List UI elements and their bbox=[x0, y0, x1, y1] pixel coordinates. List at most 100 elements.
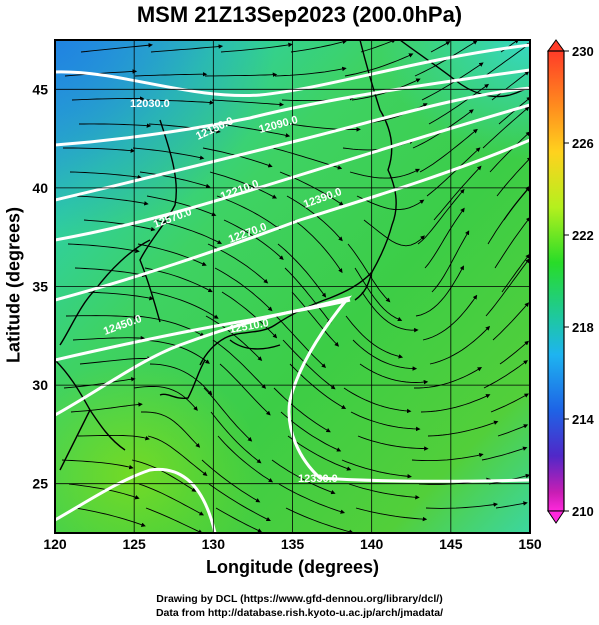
streamline bbox=[360, 40, 397, 53]
streamline bbox=[433, 165, 482, 221]
streamline bbox=[495, 501, 528, 509]
streamline bbox=[209, 171, 277, 199]
height-contours bbox=[55, 43, 530, 533]
streamline bbox=[282, 339, 336, 390]
contour-label: 12030.0 bbox=[130, 98, 170, 110]
streamline bbox=[483, 360, 529, 389]
streamline bbox=[68, 483, 140, 500]
x-tick-label: 150 bbox=[518, 536, 542, 552]
streamline bbox=[417, 188, 465, 245]
y-tick-label: 30 bbox=[32, 377, 48, 393]
streamline bbox=[132, 147, 205, 160]
colorbar-body bbox=[547, 50, 565, 512]
y-tick-label: 35 bbox=[32, 279, 48, 295]
streamline bbox=[357, 435, 429, 451]
streamline bbox=[208, 483, 271, 522]
streamline bbox=[75, 507, 146, 527]
colorbar-tick-label: 230 bbox=[572, 44, 594, 59]
x-tick-labels: 120 125 130 135 140 145 150 bbox=[43, 536, 542, 552]
streamline bbox=[79, 356, 152, 365]
streamline bbox=[355, 507, 428, 522]
streamline bbox=[411, 452, 484, 462]
y-axis-label-text: Latitude (degrees) bbox=[3, 206, 24, 364]
streamline bbox=[215, 507, 263, 533]
streamline bbox=[79, 123, 152, 128]
streamline bbox=[220, 42, 293, 53]
streamline bbox=[146, 195, 217, 217]
streamline bbox=[69, 171, 143, 180]
y-tick-labels: 25 30 35 40 45 bbox=[32, 81, 48, 491]
streamline bbox=[74, 267, 147, 278]
streamline bbox=[204, 72, 278, 77]
streamline bbox=[65, 314, 139, 320]
streamline bbox=[428, 83, 490, 125]
streamline bbox=[492, 302, 530, 341]
x-tick-label: 125 bbox=[122, 536, 146, 552]
streamline bbox=[211, 99, 285, 107]
colorbar-bottom-arrow bbox=[547, 510, 565, 524]
streamline bbox=[427, 420, 499, 437]
streamline bbox=[421, 62, 484, 101]
map-grid bbox=[55, 40, 530, 533]
colorbar-top-arrow bbox=[547, 39, 565, 52]
streamline bbox=[415, 265, 464, 317]
streamline bbox=[341, 459, 412, 479]
colorbar-tick-label: 214 bbox=[572, 412, 594, 427]
streamline bbox=[344, 53, 414, 77]
streamline bbox=[422, 294, 478, 341]
streamline bbox=[137, 243, 207, 266]
x-tick-label: 130 bbox=[202, 536, 226, 552]
streamline bbox=[484, 42, 530, 77]
streamline bbox=[139, 171, 211, 189]
streamline bbox=[148, 123, 221, 134]
streamline bbox=[147, 435, 208, 477]
colorbar-tick-label: 218 bbox=[572, 320, 594, 335]
streamline bbox=[218, 123, 291, 138]
streamline bbox=[67, 243, 140, 254]
streamline bbox=[363, 219, 425, 247]
streamline bbox=[291, 291, 340, 347]
streamline bbox=[138, 483, 204, 516]
streamline bbox=[426, 147, 481, 197]
streamline bbox=[497, 424, 529, 437]
streamline bbox=[489, 131, 530, 173]
streamline bbox=[216, 195, 281, 230]
streamline bbox=[293, 219, 343, 274]
streamline bbox=[431, 230, 470, 293]
streamline bbox=[496, 156, 530, 197]
streamline bbox=[219, 363, 271, 416]
streamline bbox=[77, 434, 150, 441]
streamline bbox=[349, 168, 421, 179]
streamline bbox=[201, 459, 261, 503]
streamline bbox=[271, 459, 336, 495]
streamline bbox=[352, 339, 418, 371]
streamline bbox=[361, 291, 419, 333]
streamline bbox=[133, 385, 198, 411]
credit-drawing: Drawing by DCL (https://www.gfd-dennou.o… bbox=[156, 593, 443, 605]
streamline bbox=[430, 41, 451, 53]
contour-label: 12330.0 bbox=[298, 473, 338, 485]
x-tick-label: 145 bbox=[439, 536, 463, 552]
streamline bbox=[134, 71, 208, 77]
streamline bbox=[285, 507, 354, 533]
colorbar-tick-label: 210 bbox=[572, 504, 594, 519]
streamline bbox=[345, 315, 404, 359]
streamline bbox=[494, 216, 530, 269]
x-tick-label: 120 bbox=[43, 536, 67, 552]
streamline bbox=[141, 411, 201, 448]
streamline bbox=[424, 207, 465, 269]
streamline bbox=[487, 185, 530, 245]
streamline bbox=[63, 147, 136, 153]
streamline bbox=[359, 363, 429, 385]
streamline bbox=[150, 44, 224, 53]
x-tick-label: 140 bbox=[360, 536, 384, 552]
streamline bbox=[284, 267, 332, 324]
streamline bbox=[278, 483, 346, 514]
streamline bbox=[481, 446, 528, 461]
streamline bbox=[275, 315, 327, 369]
streamline bbox=[343, 387, 412, 414]
colorbar-tick-label: 226 bbox=[572, 136, 594, 151]
streamline bbox=[490, 393, 529, 413]
streamline bbox=[71, 96, 145, 101]
